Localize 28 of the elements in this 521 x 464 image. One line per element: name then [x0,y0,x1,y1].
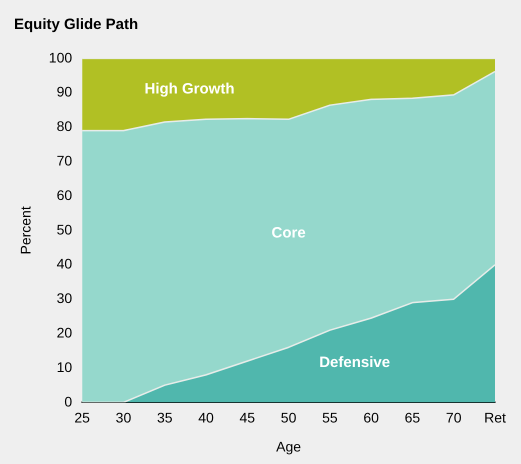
x-tick-label: 35 [156,410,173,426]
y-axis-title: Percent [17,206,34,255]
x-tick-label: Ret [484,410,506,426]
x-tick-label: 25 [74,410,90,426]
y-tick-label: 60 [56,186,72,203]
x-tick-label: 55 [322,410,338,426]
y-tick-label: 80 [56,118,72,134]
x-tick-label: 70 [446,410,462,426]
x-axis-title: Age [276,438,302,454]
y-tick-label: 50 [56,221,72,238]
y-tick-label: 30 [56,290,72,306]
series-label: Defensive [319,354,390,371]
series-label: High Growth [144,80,234,98]
y-tick-label: 10 [56,358,72,375]
y-tick-label: 90 [56,84,72,100]
chart-title: Equity Glide Path [14,16,138,33]
x-tick-label: 60 [363,410,380,426]
x-tick-label: 45 [240,410,256,426]
y-tick-label: 40 [56,256,72,272]
x-tick-label: 50 [280,410,297,426]
y-tick-label: 20 [56,324,72,340]
y-tick-label: 0 [64,393,72,410]
series-label: Core [271,224,306,242]
y-tick-label: 70 [56,152,72,168]
y-tick-label: 100 [48,49,72,66]
x-tick-label: 30 [116,410,132,426]
x-tick-label: 65 [404,410,420,426]
x-tick-label: 40 [198,410,214,426]
